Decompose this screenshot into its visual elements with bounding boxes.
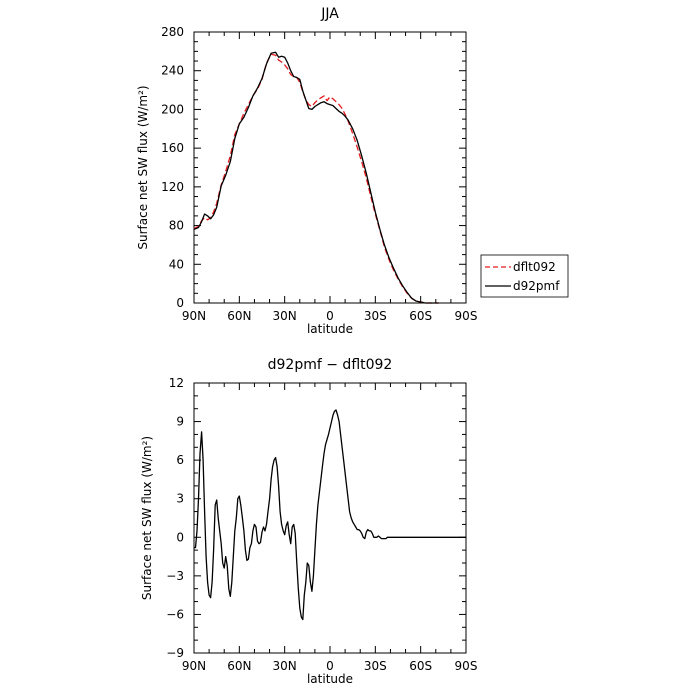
x-tick-label: 0 bbox=[326, 309, 334, 323]
x-tick-label: 90S bbox=[455, 309, 478, 323]
chart-title: d92pmf − dflt092 bbox=[268, 357, 393, 373]
plot-frame bbox=[193, 382, 467, 654]
y-axis-label: Surface net SW flux (W/m²) bbox=[136, 85, 150, 249]
x-tick-label: 30N bbox=[273, 309, 297, 323]
y-tick-label: 120 bbox=[161, 180, 184, 194]
y-axis-label: Surface net SW flux (W/m²) bbox=[140, 436, 154, 600]
y-tick-label: 280 bbox=[161, 25, 184, 39]
plot-frame bbox=[193, 31, 467, 304]
legend: dflt092 d92pmf bbox=[480, 254, 569, 298]
y-tick-label: 0 bbox=[176, 530, 184, 544]
x-tick-label: 90N bbox=[182, 659, 206, 673]
y-tick-label: 0 bbox=[176, 296, 184, 310]
y-tick-label: 9 bbox=[176, 415, 184, 429]
y-tick-label: 40 bbox=[169, 257, 184, 271]
x-axis-label: latitude bbox=[307, 322, 353, 336]
y-tick-label: 12 bbox=[169, 376, 184, 390]
y-tick-label: −6 bbox=[166, 607, 184, 621]
y-tick-label: 6 bbox=[176, 453, 184, 467]
y-tick-label: 160 bbox=[161, 141, 184, 155]
y-tick-label: −9 bbox=[166, 646, 184, 660]
legend-label-d92pmf: d92pmf bbox=[513, 279, 560, 293]
bottom-panel-difference: d92pmf − dflt092 90N 60N 30N 0 30S 60S 90S −9 −6 −… bbox=[140, 357, 477, 686]
legend-box bbox=[480, 254, 569, 298]
series-line-series-0 bbox=[194, 409, 466, 621]
x-tick-label: 60N bbox=[227, 309, 251, 323]
x-axis-label: latitude bbox=[307, 672, 353, 686]
chart-title: JJA bbox=[320, 6, 339, 22]
x-tick-label: 60N bbox=[227, 659, 251, 673]
y-tick-label: 3 bbox=[176, 492, 184, 506]
top-panel-jja: JJA 90N 60N 30N 0 30S 60S 90S 0 40 80 120 160 200 240 2… bbox=[136, 6, 569, 336]
x-tick-label: 0 bbox=[326, 659, 334, 673]
y-tick-label: −3 bbox=[166, 569, 184, 583]
x-tick-label: 60S bbox=[409, 659, 432, 673]
series-line-d92pmf bbox=[193, 51, 439, 304]
x-tick-label: 90S bbox=[455, 659, 478, 673]
y-tick-label: 240 bbox=[161, 64, 184, 78]
legend-label-dflt092: dflt092 bbox=[513, 260, 556, 274]
y-tick-label: 200 bbox=[161, 102, 184, 116]
x-tick-label: 30S bbox=[364, 309, 387, 323]
x-tick-label: 90N bbox=[182, 309, 206, 323]
series-line-dflt092 bbox=[193, 53, 439, 304]
x-tick-label: 30S bbox=[364, 659, 387, 673]
x-tick-label: 30N bbox=[273, 659, 297, 673]
y-tick-label: 80 bbox=[169, 219, 184, 233]
x-tick-label: 60S bbox=[409, 309, 432, 323]
